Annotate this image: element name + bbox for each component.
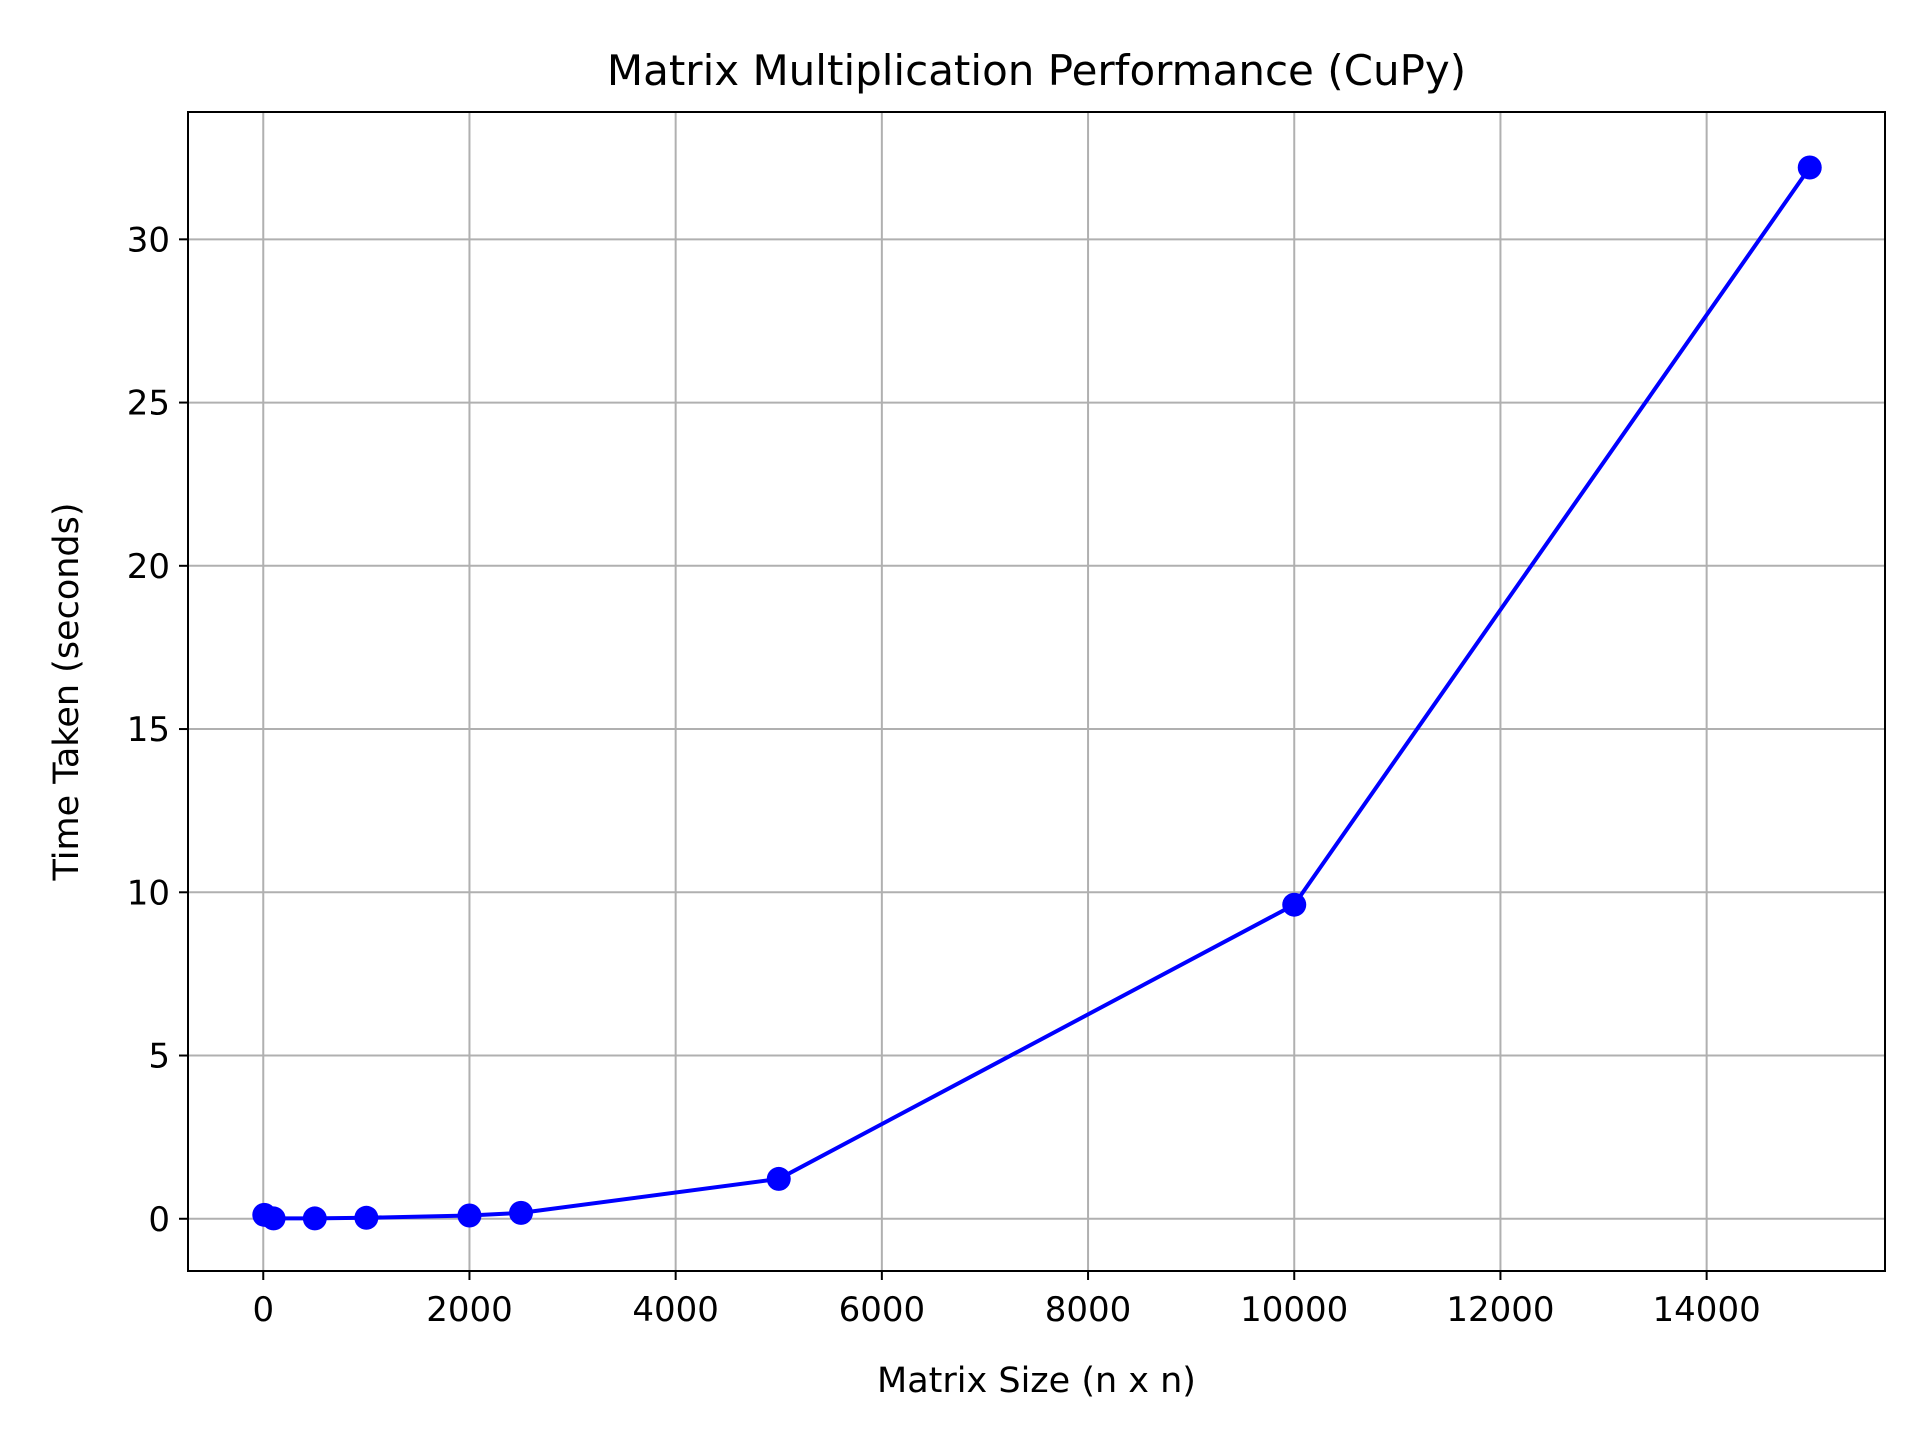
x-tick-label: 10000 xyxy=(1240,1290,1348,1330)
y-tick-label: 15 xyxy=(127,710,170,750)
y-tick-label: 25 xyxy=(127,384,170,424)
x-tick-label: 6000 xyxy=(839,1290,926,1330)
y-tick-label: 20 xyxy=(127,547,170,587)
y-tick-label: 5 xyxy=(148,1037,170,1077)
tick-layer: 0 2000 4000 6000 8000 10000 12000 14000 0 5 10 15 20… xyxy=(127,220,1761,1330)
series-layer xyxy=(252,155,1822,1231)
x-tick-label: 2000 xyxy=(426,1290,513,1330)
y-axis-label: Time Taken (seconds) xyxy=(47,502,87,881)
grid-layer xyxy=(188,112,1885,1271)
y-tick-label: 30 xyxy=(127,220,170,260)
data-point xyxy=(1797,155,1822,180)
x-tick-label: 4000 xyxy=(632,1290,719,1330)
y-tick-label: 0 xyxy=(148,1200,170,1240)
chart-title: Matrix Multiplication Performance (CuPy) xyxy=(607,46,1466,95)
y-tick-label: 10 xyxy=(127,873,170,913)
x-tick-label: 0 xyxy=(252,1290,274,1330)
x-tick-label: 14000 xyxy=(1653,1290,1761,1330)
data-point xyxy=(302,1206,327,1231)
data-point xyxy=(1282,892,1307,917)
data-point xyxy=(457,1203,482,1228)
data-point xyxy=(766,1166,791,1191)
data-point xyxy=(354,1205,379,1230)
x-tick-label: 12000 xyxy=(1446,1290,1554,1330)
data-point xyxy=(509,1200,534,1225)
data-point xyxy=(261,1206,286,1231)
plot-frame xyxy=(187,111,1886,1272)
x-axis-label: Matrix Size (n x n) xyxy=(877,1361,1196,1401)
x-tick-label: 8000 xyxy=(1045,1290,1132,1330)
